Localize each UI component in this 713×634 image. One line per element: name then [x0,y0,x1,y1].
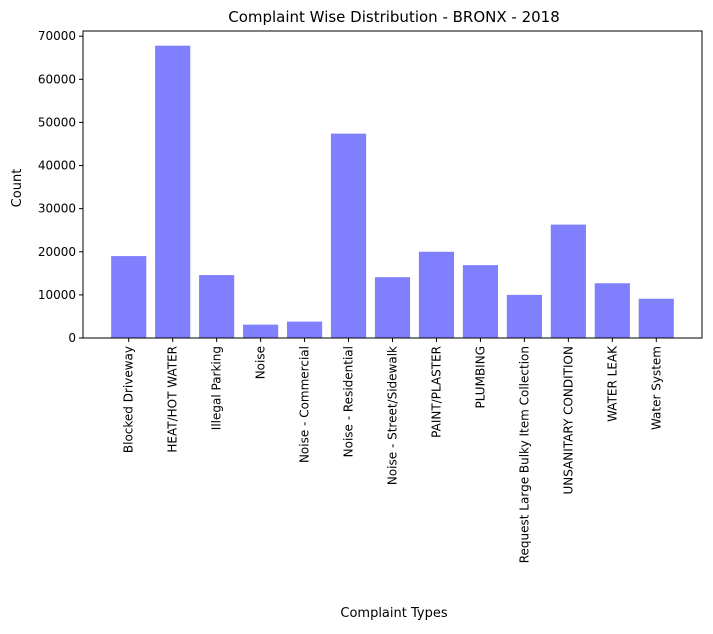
bars-group [111,45,674,338]
y-tick-label: 40000 [38,159,76,173]
x-tick-label: PAINT/PLASTER [429,346,443,438]
bar [506,294,542,338]
y-tick-label: 60000 [38,72,76,86]
bar [462,265,499,338]
bar [155,45,191,338]
bar [199,275,235,338]
bar [243,324,279,338]
chart-title: Complaint Wise Distribution - BRONX - 20… [228,8,560,26]
x-tick-label: Noise [254,346,268,379]
bar [374,277,411,338]
plot-frame [82,30,703,339]
x-tick-label: Illegal Parking [210,346,224,430]
x-tick-label: Noise - Street/Sidewalk [386,346,400,485]
bar [550,224,586,338]
bar [286,321,323,338]
y-ticks-group: 0 10000 20000 30000 40000 50000 60000 70000 [38,29,83,345]
x-tick-label: Noise - Residential [342,346,356,457]
x-tick-label: WATER LEAK [605,345,619,422]
y-tick-label: 10000 [38,288,76,302]
y-tick-label: 30000 [38,202,76,216]
x-tick-label: Water System [649,346,663,430]
bar [638,298,674,338]
x-tick-label: Noise - Commercial [298,346,312,463]
y-tick-label: 50000 [38,115,76,129]
bar [330,133,367,338]
x-ticks-group: Blocked Driveway HEAT/HOT WATER Illegal Pa… [122,338,663,563]
y-tick-label: 0 [68,331,76,345]
x-tick-label: Blocked Driveway [122,346,136,453]
y-axis-label: Count [10,169,25,208]
bar [111,256,147,338]
y-tick-label: 20000 [38,245,76,259]
x-axis-label: Complaint Types [340,606,447,621]
x-tick-label: HEAT/HOT WATER [166,346,180,453]
x-tick-label: PLUMBING [473,346,487,409]
bar [594,283,630,338]
x-tick-label: UNSANITARY CONDITION [561,346,575,495]
x-tick-label: Request Large Bulky Item Collection [517,346,531,563]
bar [418,251,455,338]
y-tick-label: 70000 [38,29,76,43]
